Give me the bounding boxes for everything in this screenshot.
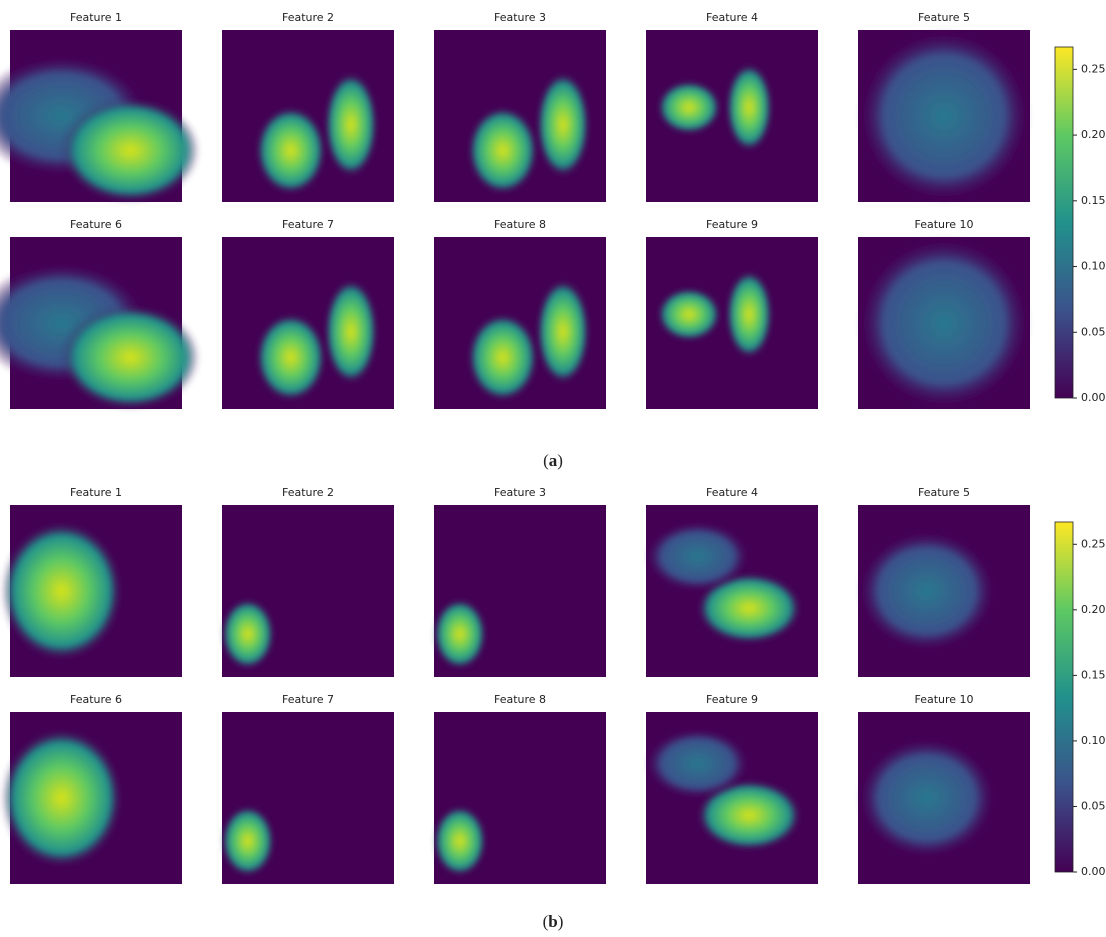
feature-map [434, 505, 606, 677]
feature-map [434, 712, 606, 884]
map-blob [537, 73, 589, 176]
feature-title: Feature 8 [494, 218, 546, 231]
feature-title: Feature 7 [282, 693, 334, 706]
feature-map [858, 237, 1030, 409]
map-blob [1, 729, 121, 867]
feature-title: Feature 8 [494, 693, 546, 706]
feature-title: Feature 2 [282, 11, 334, 24]
map-blob [727, 271, 772, 357]
feature-map [646, 712, 818, 884]
colorbar [1055, 522, 1073, 872]
map-blob [468, 107, 537, 193]
feature-title: Feature 1 [70, 11, 122, 24]
map-blob [858, 531, 996, 651]
caption-letter: b [548, 912, 557, 931]
map-blob [858, 738, 996, 858]
feature-map [858, 30, 1030, 202]
feature-map [1, 505, 182, 677]
feature-map [434, 237, 606, 409]
map-blob [537, 280, 589, 383]
colorbar-tick-label: 0.20 [1081, 603, 1106, 616]
feature-title: Feature 9 [706, 693, 758, 706]
feature-title: Feature 3 [494, 11, 546, 24]
map-blob [646, 522, 749, 591]
map-blob [434, 807, 486, 876]
feature-title: Feature 5 [918, 11, 970, 24]
feature-map [646, 237, 818, 409]
feature-map [222, 237, 394, 409]
feature-map [0, 30, 199, 202]
feature-title: Feature 6 [70, 218, 122, 231]
map-blob [858, 237, 1030, 409]
map-blob [325, 280, 377, 383]
map-blob [62, 306, 200, 409]
colorbar-tick-label: 0.10 [1081, 734, 1106, 747]
map-blob [434, 600, 486, 669]
feature-map [858, 712, 1030, 884]
feature-title: Feature 6 [70, 693, 122, 706]
map-blob [658, 289, 720, 341]
map-blob [222, 807, 274, 876]
feature-title: Feature 10 [914, 693, 973, 706]
colorbar-tick-label: 0.10 [1081, 260, 1106, 273]
colorbar-tick-label: 0.00 [1081, 865, 1106, 878]
colorbar-tick-label: 0.00 [1081, 391, 1106, 404]
feature-map [646, 505, 818, 677]
map-blob [858, 30, 1030, 202]
colorbar-tick-label: 0.20 [1081, 128, 1106, 141]
caption: (b) [543, 912, 564, 931]
map-blob [325, 73, 377, 176]
map-blob [256, 107, 325, 193]
feature-title: Feature 10 [914, 218, 973, 231]
feature-map [0, 237, 199, 409]
colorbar-tick-label: 0.15 [1081, 668, 1106, 681]
feature-map [1, 712, 182, 884]
colorbar-tick-label: 0.05 [1081, 325, 1106, 338]
colorbar-tick-label: 0.15 [1081, 194, 1106, 207]
feature-title: Feature 9 [706, 218, 758, 231]
colorbar-tick-label: 0.25 [1081, 537, 1106, 550]
feature-title: Feature 7 [282, 218, 334, 231]
feature-map [858, 505, 1030, 677]
feature-title: Feature 4 [706, 486, 758, 499]
figure: Feature 1 Feature 2 Feature 3 Feature 4 Feat… [0, 0, 1106, 937]
feature-map [434, 30, 606, 202]
map-blob [256, 314, 325, 400]
caption-close: ) [558, 912, 564, 931]
feature-map [222, 30, 394, 202]
caption: (a) [543, 451, 563, 470]
caption-close: ) [557, 451, 563, 470]
colorbar-tick-label: 0.25 [1081, 62, 1106, 75]
map-blob [222, 600, 274, 669]
colorbar [1055, 47, 1073, 398]
feature-map [222, 712, 394, 884]
map-blob [1, 522, 121, 660]
map-blob [62, 99, 200, 202]
feature-map [222, 505, 394, 677]
feature-title: Feature 5 [918, 486, 970, 499]
map-blob [727, 64, 772, 150]
map-blob [646, 729, 749, 798]
feature-title: Feature 4 [706, 11, 758, 24]
colorbar-tick-label: 0.05 [1081, 799, 1106, 812]
map-blob [468, 314, 537, 400]
feature-map [646, 30, 818, 202]
feature-title: Feature 3 [494, 486, 546, 499]
map-blob [658, 82, 720, 134]
feature-title: Feature 1 [70, 486, 122, 499]
feature-title: Feature 2 [282, 486, 334, 499]
